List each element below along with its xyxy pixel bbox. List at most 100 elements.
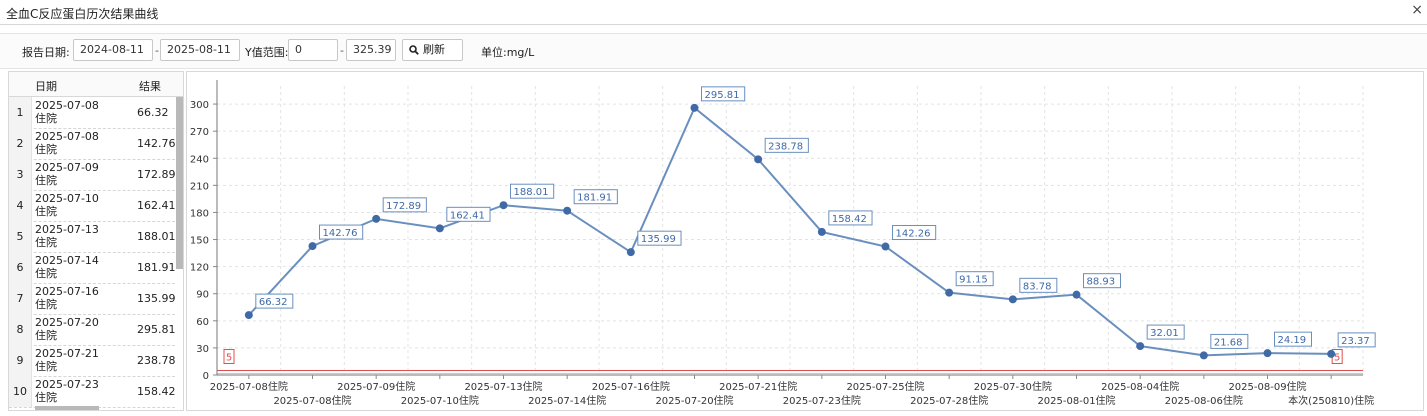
table-row[interactable]: 3 2025-07-09 住院 172.89: [9, 159, 176, 191]
x-tick-label: 2025-07-13住院: [464, 380, 542, 393]
data-label-box: [1019, 277, 1058, 293]
x-tick-label: 2025-07-09住院: [337, 380, 415, 393]
data-label-box: [892, 225, 937, 241]
y-min-input[interactable]: 0: [288, 39, 338, 61]
data-point: [1327, 349, 1336, 358]
x-tick-label: 2025-07-16住院: [592, 380, 670, 393]
x-tick-label: 2025-07-20住院: [655, 394, 733, 407]
table-row[interactable]: 6 2025-07-14 住院 181.91: [9, 252, 176, 284]
table-row[interactable]: 1 2025-07-08 住院 66.32: [9, 97, 175, 129]
row-type: 住院: [35, 391, 57, 404]
data-label: 142.26: [896, 229, 931, 240]
y-tick-label: 150: [190, 236, 209, 247]
close-icon[interactable]: ×: [1411, 2, 1423, 18]
row-type: 住院: [35, 329, 57, 342]
row-result: 295.81: [137, 323, 176, 336]
row-result: 188.01: [137, 230, 176, 243]
chart-panel: 0 30 60 90 120 150 180 210 240 270 300 2025-07-08住院…: [186, 71, 1424, 411]
row-result: 162.41: [137, 199, 176, 212]
x-tick-label: 2025-07-08住院: [273, 394, 351, 407]
row-result: 66.32: [137, 106, 169, 119]
date-range-dash: -: [155, 44, 159, 57]
table-row[interactable]: 9 2025-07-21 住院 238.78: [9, 345, 176, 377]
table-row[interactable]: 5 2025-07-13 住院 188.01: [9, 221, 176, 253]
data-label-box: [255, 293, 294, 309]
row-type: 住院: [35, 360, 57, 373]
row-date: 2025-07-21 住院: [35, 347, 99, 373]
horizontal-scrollbar[interactable]: [35, 406, 99, 410]
data-point: [1008, 295, 1017, 304]
row-date-value: 2025-07-08: [35, 99, 99, 112]
y-max-input[interactable]: 325.39: [346, 39, 396, 61]
table-row[interactable]: 8 2025-07-20 住院 295.81: [9, 314, 176, 346]
data-point: [308, 242, 317, 251]
vertical-scrollbar[interactable]: [176, 97, 183, 269]
row-result: 158.42: [137, 385, 176, 398]
y-range-dash: -: [340, 44, 344, 57]
row-type: 住院: [35, 298, 57, 311]
row-type: 住院: [35, 112, 57, 125]
table-row[interactable]: 10 2025-07-23 住院 158.42: [9, 376, 176, 408]
row-result: 172.89: [137, 168, 176, 181]
series-line: [248, 106, 1332, 357]
y-tick-label: 210: [190, 181, 209, 192]
row-type: 住院: [35, 205, 57, 218]
refresh-label: 刷新: [423, 43, 445, 56]
y-tick-label: 300: [190, 100, 209, 111]
date-from-input[interactable]: 2024-08-11: [73, 39, 153, 61]
data-point: [817, 227, 826, 236]
row-type: 住院: [35, 236, 57, 249]
unit-label: 单位:mg/L: [481, 46, 535, 59]
row-type: 住院: [35, 174, 57, 187]
data-label-box: [1146, 324, 1185, 340]
y-tick-label: 90: [196, 290, 209, 301]
row-date-value: 2025-07-13: [35, 223, 99, 236]
row-date: 2025-07-16 住院: [35, 285, 99, 311]
data-point: [499, 201, 508, 210]
data-label: 66.32: [259, 297, 288, 308]
x-tick-label: 2025-07-25住院: [846, 380, 924, 393]
row-result: 135.99: [137, 292, 176, 305]
date-column-header[interactable]: 日期: [35, 80, 57, 93]
data-label: 88.93: [1087, 277, 1116, 288]
data-point: [244, 311, 253, 320]
row-number: 8: [9, 314, 32, 345]
data-point: [435, 224, 444, 233]
data-point: [563, 206, 572, 215]
table-row[interactable]: 4 2025-07-10 住院 162.41: [9, 190, 176, 222]
row-date-value: 2025-07-23: [35, 378, 99, 391]
data-label-box: [446, 206, 491, 222]
data-label-box: [510, 183, 555, 199]
data-label: 181.91: [577, 193, 612, 204]
data-point: [626, 248, 635, 257]
date-to-input[interactable]: 2025-08-11: [160, 39, 240, 61]
data-label: 23.37: [1341, 336, 1370, 347]
table-row[interactable]: 2 2025-07-08 住院 142.76: [9, 128, 176, 160]
data-label: 135.99: [641, 234, 676, 245]
data-label: 142.76: [323, 228, 358, 239]
row-result: 181.91: [137, 261, 176, 274]
x-tick-label: 2025-08-09住院: [1228, 380, 1306, 393]
data-label-box: [1337, 332, 1376, 348]
result-column-header[interactable]: 结果: [139, 80, 161, 93]
window-titlebar: 全血C反应蛋白历次结果曲线 ×: [0, 0, 1427, 25]
data-point: [1263, 349, 1272, 358]
y-tick-label: 0: [203, 371, 209, 382]
data-label: 32.01: [1150, 328, 1179, 339]
x-tick-label: 2025-07-14住院: [528, 394, 606, 407]
data-label: 24.19: [1278, 335, 1307, 346]
x-tick-label: 2025-07-21住院: [719, 380, 797, 393]
data-label: 172.89: [386, 201, 421, 212]
y-tick-label: 120: [190, 263, 209, 274]
table-row[interactable]: 7 2025-07-16 住院 135.99: [9, 283, 176, 315]
data-point: [1072, 290, 1081, 299]
x-tick-label: 2025-08-04住院: [1101, 380, 1179, 393]
row-date-value: 2025-07-08: [35, 130, 99, 143]
row-date-value: 2025-07-20: [35, 316, 99, 329]
refresh-button[interactable]: 刷新: [402, 39, 463, 61]
data-label-box: [1274, 331, 1312, 347]
y-tick-label: 180: [190, 208, 209, 219]
data-point: [1199, 351, 1208, 360]
x-tick-label: 2025-07-08住院: [210, 380, 288, 393]
data-label-box: [828, 210, 873, 226]
